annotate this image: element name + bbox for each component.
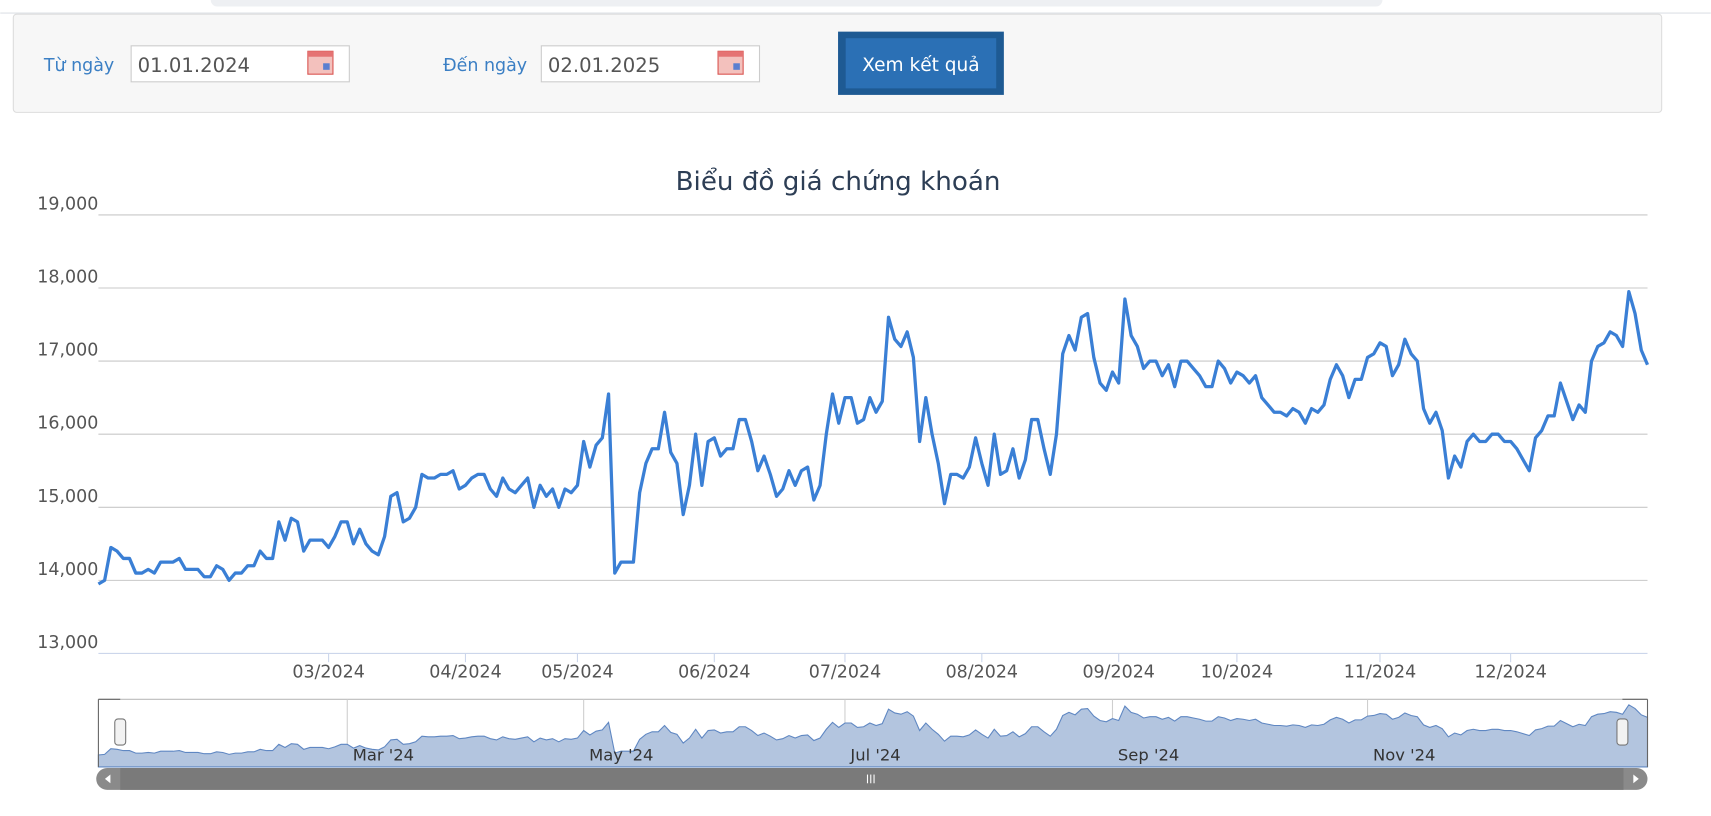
y-tick-label: 14,000: [37, 560, 98, 580]
x-tick-label: 07/2024: [809, 662, 881, 682]
y-tick-label: 18,000: [37, 268, 98, 288]
x-tick-label: 09/2024: [1082, 662, 1154, 682]
x-tick-label: 03/2024: [292, 662, 364, 682]
calendar-icon[interactable]: [307, 50, 334, 75]
y-tick-label: 17,000: [37, 341, 98, 361]
submit-button[interactable]: Xem kết quả: [838, 31, 1004, 95]
top-bar: [210, 0, 1383, 7]
from-label: Từ ngày: [43, 56, 114, 76]
to-value[interactable]: 02.01.2025: [548, 54, 660, 77]
chart-title: Biểu đồ giá chứng khoán: [676, 166, 1001, 197]
navigator-handle[interactable]: [114, 718, 127, 746]
x-tick-label: 06/2024: [678, 662, 750, 682]
x-tick-label: 11/2024: [1344, 662, 1416, 682]
calendar-top[interactable]: [718, 51, 744, 57]
navigator-area: [97, 704, 1649, 768]
y-tick-label: 13,000: [37, 633, 98, 653]
calendar-top[interactable]: [307, 51, 333, 57]
scrollbar-thumb[interactable]: [120, 768, 1624, 790]
navigator-label: Nov '24: [1373, 745, 1435, 764]
to-label: Đến ngày: [443, 55, 527, 76]
button-label[interactable]: Xem kết quả: [862, 54, 979, 76]
to-input[interactable]: 02.01.2025: [540, 45, 761, 83]
x-tick-label: 12/2024: [1474, 662, 1546, 682]
y-tick-label: 19,000: [37, 194, 98, 214]
calendar-icon[interactable]: [717, 50, 744, 75]
from-value[interactable]: 01.01.2024: [138, 54, 250, 77]
calendar-day[interactable]: [733, 63, 740, 70]
x-tick-label: 05/2024: [541, 662, 613, 682]
scroll-right-arrow[interactable]: [1633, 774, 1639, 784]
navigator-handle[interactable]: [1616, 718, 1629, 746]
x-tick-label: 04/2024: [429, 662, 501, 682]
filter-panel: [12, 13, 1663, 113]
from-input[interactable]: 01.01.2024: [130, 45, 350, 83]
calendar-day[interactable]: [323, 63, 330, 70]
navigator-label: Jul '24: [849, 745, 900, 764]
x-tick-label: 10/2024: [1201, 662, 1273, 682]
scroll-left-arrow[interactable]: [104, 774, 111, 784]
navigator-label: Mar '24: [353, 745, 414, 764]
y-tick-label: 15,000: [37, 487, 98, 507]
navigator-label: Sep '24: [1118, 745, 1179, 764]
y-tick-label: 16,000: [37, 414, 98, 434]
price-line: [97, 290, 1650, 586]
button-face[interactable]: [845, 38, 997, 89]
navigator-label: May '24: [589, 745, 653, 764]
x-tick-label: 08/2024: [946, 662, 1018, 682]
